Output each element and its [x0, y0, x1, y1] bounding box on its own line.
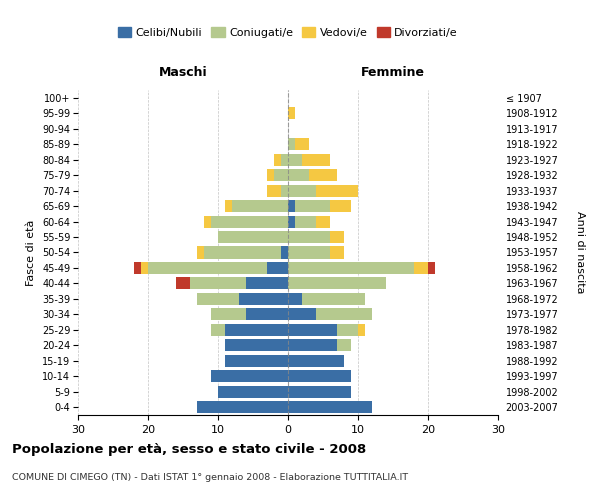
Bar — [197, 293, 239, 305]
Bar — [218, 231, 288, 243]
Bar — [218, 386, 288, 398]
Y-axis label: Anni di nascita: Anni di nascita — [575, 211, 585, 294]
Bar — [267, 262, 288, 274]
Bar — [302, 154, 330, 166]
Bar — [267, 184, 281, 196]
Bar — [204, 246, 281, 258]
Bar — [204, 216, 211, 228]
Bar — [288, 184, 316, 196]
Bar — [288, 340, 337, 351]
Bar — [330, 246, 344, 258]
Bar — [288, 386, 351, 398]
Bar — [295, 200, 330, 212]
Bar — [358, 324, 365, 336]
Bar — [288, 370, 351, 382]
Bar — [288, 169, 309, 181]
Bar — [288, 401, 372, 413]
Bar — [428, 262, 435, 274]
Bar — [239, 293, 288, 305]
Bar — [288, 231, 330, 243]
Text: Popolazione per età, sesso e stato civile - 2008: Popolazione per età, sesso e stato civil… — [12, 442, 366, 456]
Bar — [288, 262, 414, 274]
Bar — [414, 262, 428, 274]
Bar — [295, 216, 316, 228]
Bar — [281, 246, 288, 258]
Bar — [295, 138, 309, 150]
Bar — [197, 401, 288, 413]
Bar — [211, 370, 288, 382]
Bar — [274, 154, 281, 166]
Bar — [288, 308, 316, 320]
Bar — [288, 324, 337, 336]
Y-axis label: Fasce di età: Fasce di età — [26, 220, 37, 286]
Bar — [337, 340, 351, 351]
Bar — [288, 246, 330, 258]
Bar — [288, 278, 386, 289]
Bar — [288, 293, 302, 305]
Bar — [141, 262, 148, 274]
Bar — [288, 216, 295, 228]
Bar — [176, 278, 190, 289]
Bar — [211, 324, 225, 336]
Bar — [288, 107, 295, 119]
Bar — [225, 340, 288, 351]
Text: Maschi: Maschi — [158, 66, 208, 79]
Bar — [190, 278, 246, 289]
Bar — [281, 154, 288, 166]
Bar — [309, 169, 337, 181]
Bar — [148, 262, 267, 274]
Bar — [225, 355, 288, 367]
Bar — [288, 200, 295, 212]
Bar — [316, 308, 372, 320]
Text: Femmine: Femmine — [361, 66, 425, 79]
Bar — [274, 169, 288, 181]
Bar — [337, 324, 358, 336]
Bar — [246, 308, 288, 320]
Bar — [211, 216, 288, 228]
Bar — [225, 324, 288, 336]
Bar — [316, 216, 330, 228]
Bar — [267, 169, 274, 181]
Bar — [288, 138, 295, 150]
Legend: Celibi/Nubili, Coniugati/e, Vedovi/e, Divorziati/e: Celibi/Nubili, Coniugati/e, Vedovi/e, Di… — [115, 24, 461, 41]
Bar — [281, 184, 288, 196]
Bar — [330, 200, 351, 212]
Bar — [197, 246, 204, 258]
Bar — [302, 293, 365, 305]
Bar — [330, 231, 344, 243]
Bar — [211, 308, 246, 320]
Bar — [288, 154, 302, 166]
Bar — [288, 355, 344, 367]
Bar — [134, 262, 141, 274]
Bar — [232, 200, 288, 212]
Bar — [225, 200, 232, 212]
Text: COMUNE DI CIMEGO (TN) - Dati ISTAT 1° gennaio 2008 - Elaborazione TUTTITALIA.IT: COMUNE DI CIMEGO (TN) - Dati ISTAT 1° ge… — [12, 472, 408, 482]
Bar — [246, 278, 288, 289]
Bar — [316, 184, 358, 196]
